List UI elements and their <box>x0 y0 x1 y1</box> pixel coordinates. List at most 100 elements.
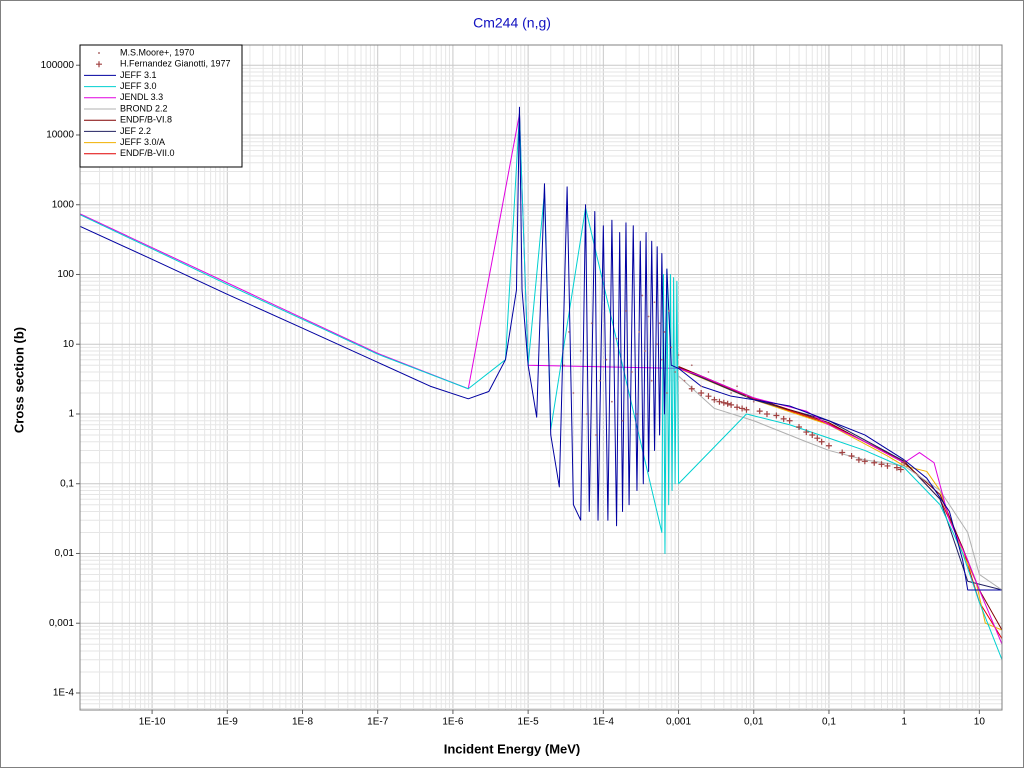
data-point <box>848 452 855 459</box>
legend-label: JENDL 3.3 <box>120 92 163 102</box>
legend-label: ENDF/B-VII.0 <box>120 148 175 158</box>
data-point <box>653 301 656 304</box>
y-tick-label: 100 <box>57 269 74 280</box>
data-point <box>674 371 676 373</box>
data-point <box>728 401 735 408</box>
data-point <box>722 379 725 382</box>
data-point <box>665 392 668 394</box>
data-point <box>730 392 733 394</box>
data-point <box>658 322 661 325</box>
x-tick-label: 1E-8 <box>292 717 314 728</box>
axes: 1E-10 1E-9 1E-8 1E-7 1E-6 1E-5 1E-4 0,001 0,01 0,… <box>41 60 986 728</box>
chart-title: Cm244 (n,g) <box>473 15 551 31</box>
data-point <box>716 398 723 405</box>
data-point <box>724 400 731 407</box>
legend-label: JEFF 3.0 <box>120 81 157 91</box>
y-tick-label: 10000 <box>46 130 74 141</box>
x-tick-label: 1E-7 <box>367 717 389 728</box>
data-point <box>707 371 710 373</box>
x-tick-label: 1E-4 <box>593 717 615 728</box>
data-point <box>698 389 705 396</box>
legend-label: ENDF/B-VI.8 <box>120 115 172 125</box>
data-point <box>572 392 575 394</box>
x-tick-label: 1E-9 <box>217 717 239 728</box>
data-point <box>590 322 593 325</box>
data-point <box>756 408 763 415</box>
legend-swatch <box>98 52 100 54</box>
data-point <box>595 434 597 436</box>
data-point <box>638 331 641 333</box>
x-axis-title: Incident Energy (MeV) <box>444 741 581 756</box>
plot-border <box>79 44 1003 711</box>
data-point <box>660 358 663 361</box>
data-point <box>690 364 693 367</box>
data-point <box>763 410 770 417</box>
data-layer <box>80 106 1002 660</box>
data-point <box>677 354 680 356</box>
data-point <box>705 393 712 400</box>
data-point <box>878 461 885 468</box>
data-point <box>670 346 673 349</box>
data-point <box>745 395 748 398</box>
data-point <box>563 364 565 367</box>
y-tick-label: 0,1 <box>60 478 74 489</box>
y-tick-label: 1000 <box>52 199 75 210</box>
legend-label: M.S.Moore+, 1970 <box>120 47 194 57</box>
y-tick-label: 10 <box>63 339 75 350</box>
data-point <box>568 331 570 333</box>
legend-label: JEFF 3.1 <box>120 70 157 80</box>
x-tick-label: 1E-5 <box>518 717 540 728</box>
data-point <box>773 412 780 419</box>
y-tick-label: 1 <box>68 409 74 420</box>
data-point <box>720 399 727 406</box>
data-point <box>663 331 666 333</box>
data-point <box>871 459 878 466</box>
data-point <box>636 413 638 415</box>
x-tick-label: 0,1 <box>822 717 836 728</box>
data-point <box>647 315 650 318</box>
data-point <box>615 337 618 340</box>
data-point <box>736 385 738 388</box>
data-point <box>625 310 627 312</box>
y-tick-label: 0,01 <box>55 548 75 559</box>
data-point <box>688 385 695 392</box>
data-point <box>809 431 816 438</box>
data-point <box>796 424 803 431</box>
series-line <box>80 113 1002 660</box>
legend-label: JEFF 3.0/A <box>120 137 165 147</box>
series-line <box>80 106 1002 591</box>
data-point <box>786 417 793 424</box>
y-tick-label: 100000 <box>41 60 75 71</box>
legend-label: H.Fernandez Gianotti, 1977 <box>120 59 231 69</box>
data-point <box>644 350 647 352</box>
y-tick-label: 1E-4 <box>53 688 75 699</box>
data-point <box>839 449 846 456</box>
legend-swatch <box>96 61 102 68</box>
data-point <box>752 400 755 403</box>
data-point <box>780 415 787 422</box>
data-point <box>855 456 862 463</box>
data-point <box>825 442 832 449</box>
data-point <box>700 385 703 388</box>
data-point <box>734 404 741 411</box>
data-point <box>585 413 588 415</box>
x-tick-label: 1E-10 <box>139 717 166 728</box>
x-tick-label: 10 <box>974 717 986 728</box>
y-tick-label: 0,001 <box>49 618 74 629</box>
y-axis-title: Cross section (b) <box>11 327 26 433</box>
data-point <box>861 458 868 465</box>
data-point <box>579 350 582 352</box>
data-point <box>713 400 716 403</box>
x-tick-label: 1E-6 <box>442 717 464 728</box>
data-point <box>641 294 644 297</box>
data-point <box>893 464 900 471</box>
legend-box <box>79 44 243 168</box>
data-point <box>818 438 825 445</box>
data-point <box>884 462 891 469</box>
x-tick-label: 1 <box>901 717 907 728</box>
series-line <box>80 113 1002 645</box>
series-line <box>678 367 1002 631</box>
data-point <box>901 459 908 466</box>
